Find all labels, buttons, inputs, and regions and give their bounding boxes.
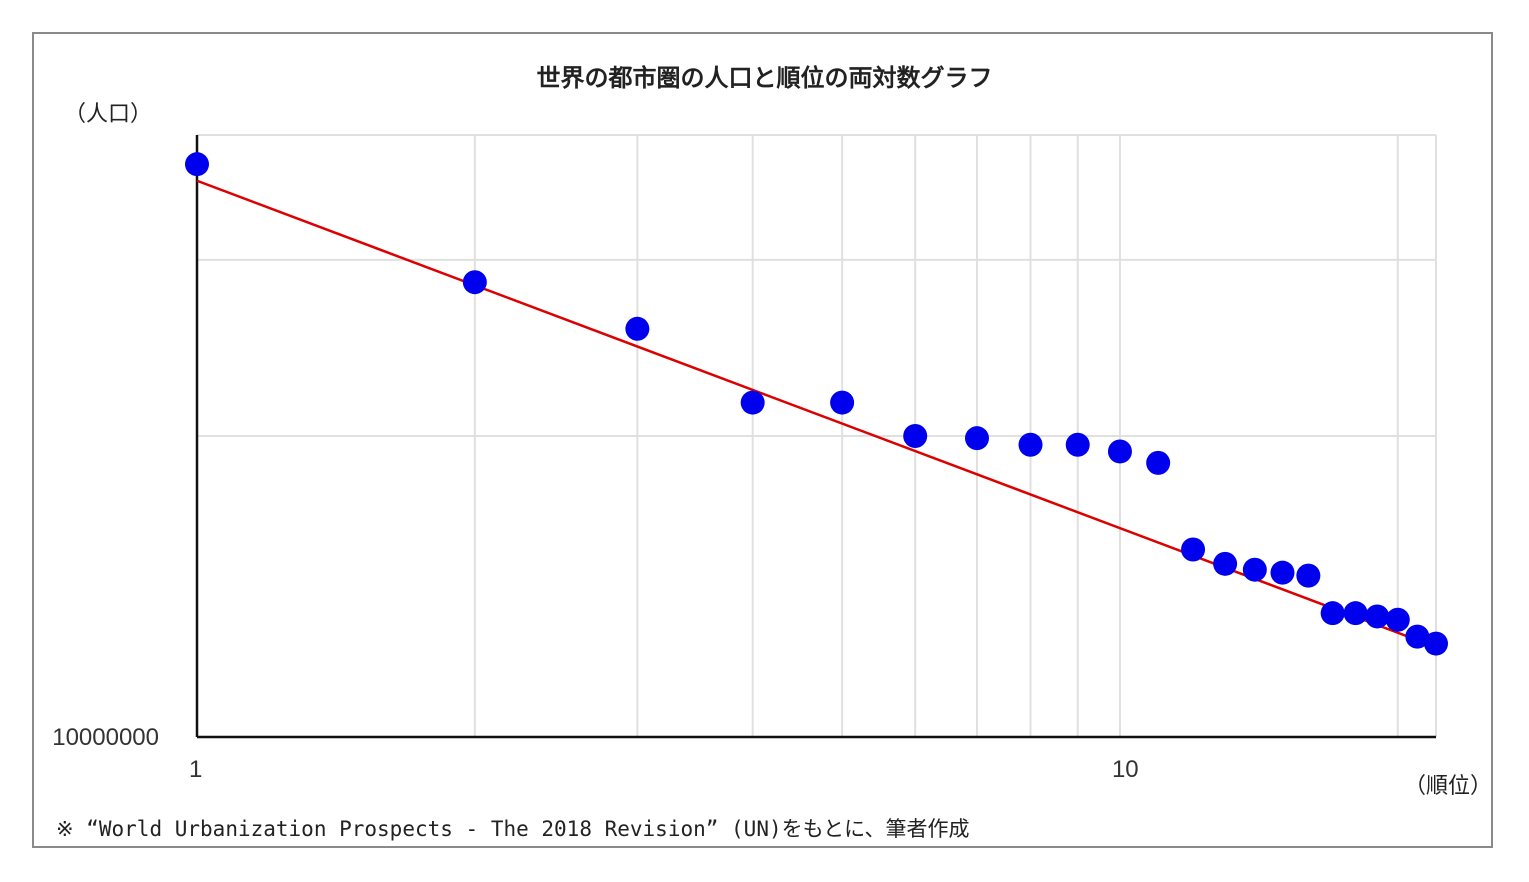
data-point <box>1270 560 1295 585</box>
x-tick-label: 1 <box>189 756 202 783</box>
data-point <box>1065 432 1090 457</box>
tick-labels: 1 10 10000000 <box>52 724 1138 783</box>
data-point <box>903 424 928 448</box>
data-point <box>1385 607 1410 632</box>
source-note: ※ “World Urbanization Prospects - The 20… <box>56 817 970 841</box>
data-point <box>1320 601 1345 626</box>
data-point <box>740 390 765 415</box>
data-point <box>1296 563 1321 588</box>
data-point <box>1181 537 1206 562</box>
y-axis-label: （人口） <box>64 102 153 127</box>
axes <box>195 135 1436 739</box>
x-axis-label: （順位） <box>1404 774 1493 799</box>
x-tick-label: 10 <box>1112 756 1139 783</box>
data-point <box>1365 604 1390 629</box>
chart-frame <box>32 32 1493 848</box>
data-point <box>1242 557 1267 582</box>
data-point <box>1343 601 1368 626</box>
y-tick-label: 10000000 <box>52 724 159 751</box>
data-point <box>1107 439 1132 464</box>
data-point <box>830 390 855 415</box>
data-point <box>964 426 989 451</box>
data-point <box>185 152 209 177</box>
data-point <box>1213 551 1238 576</box>
chart-title: 世界の都市圏の人口と順位の両対数グラフ <box>536 64 993 92</box>
grid <box>197 134 1437 737</box>
data-point <box>1424 631 1448 656</box>
data-point <box>1146 450 1171 475</box>
data-point <box>1405 624 1430 649</box>
points-layer <box>185 152 1448 656</box>
data-point <box>1018 432 1043 457</box>
data-point <box>625 316 650 341</box>
data-point <box>462 270 487 295</box>
